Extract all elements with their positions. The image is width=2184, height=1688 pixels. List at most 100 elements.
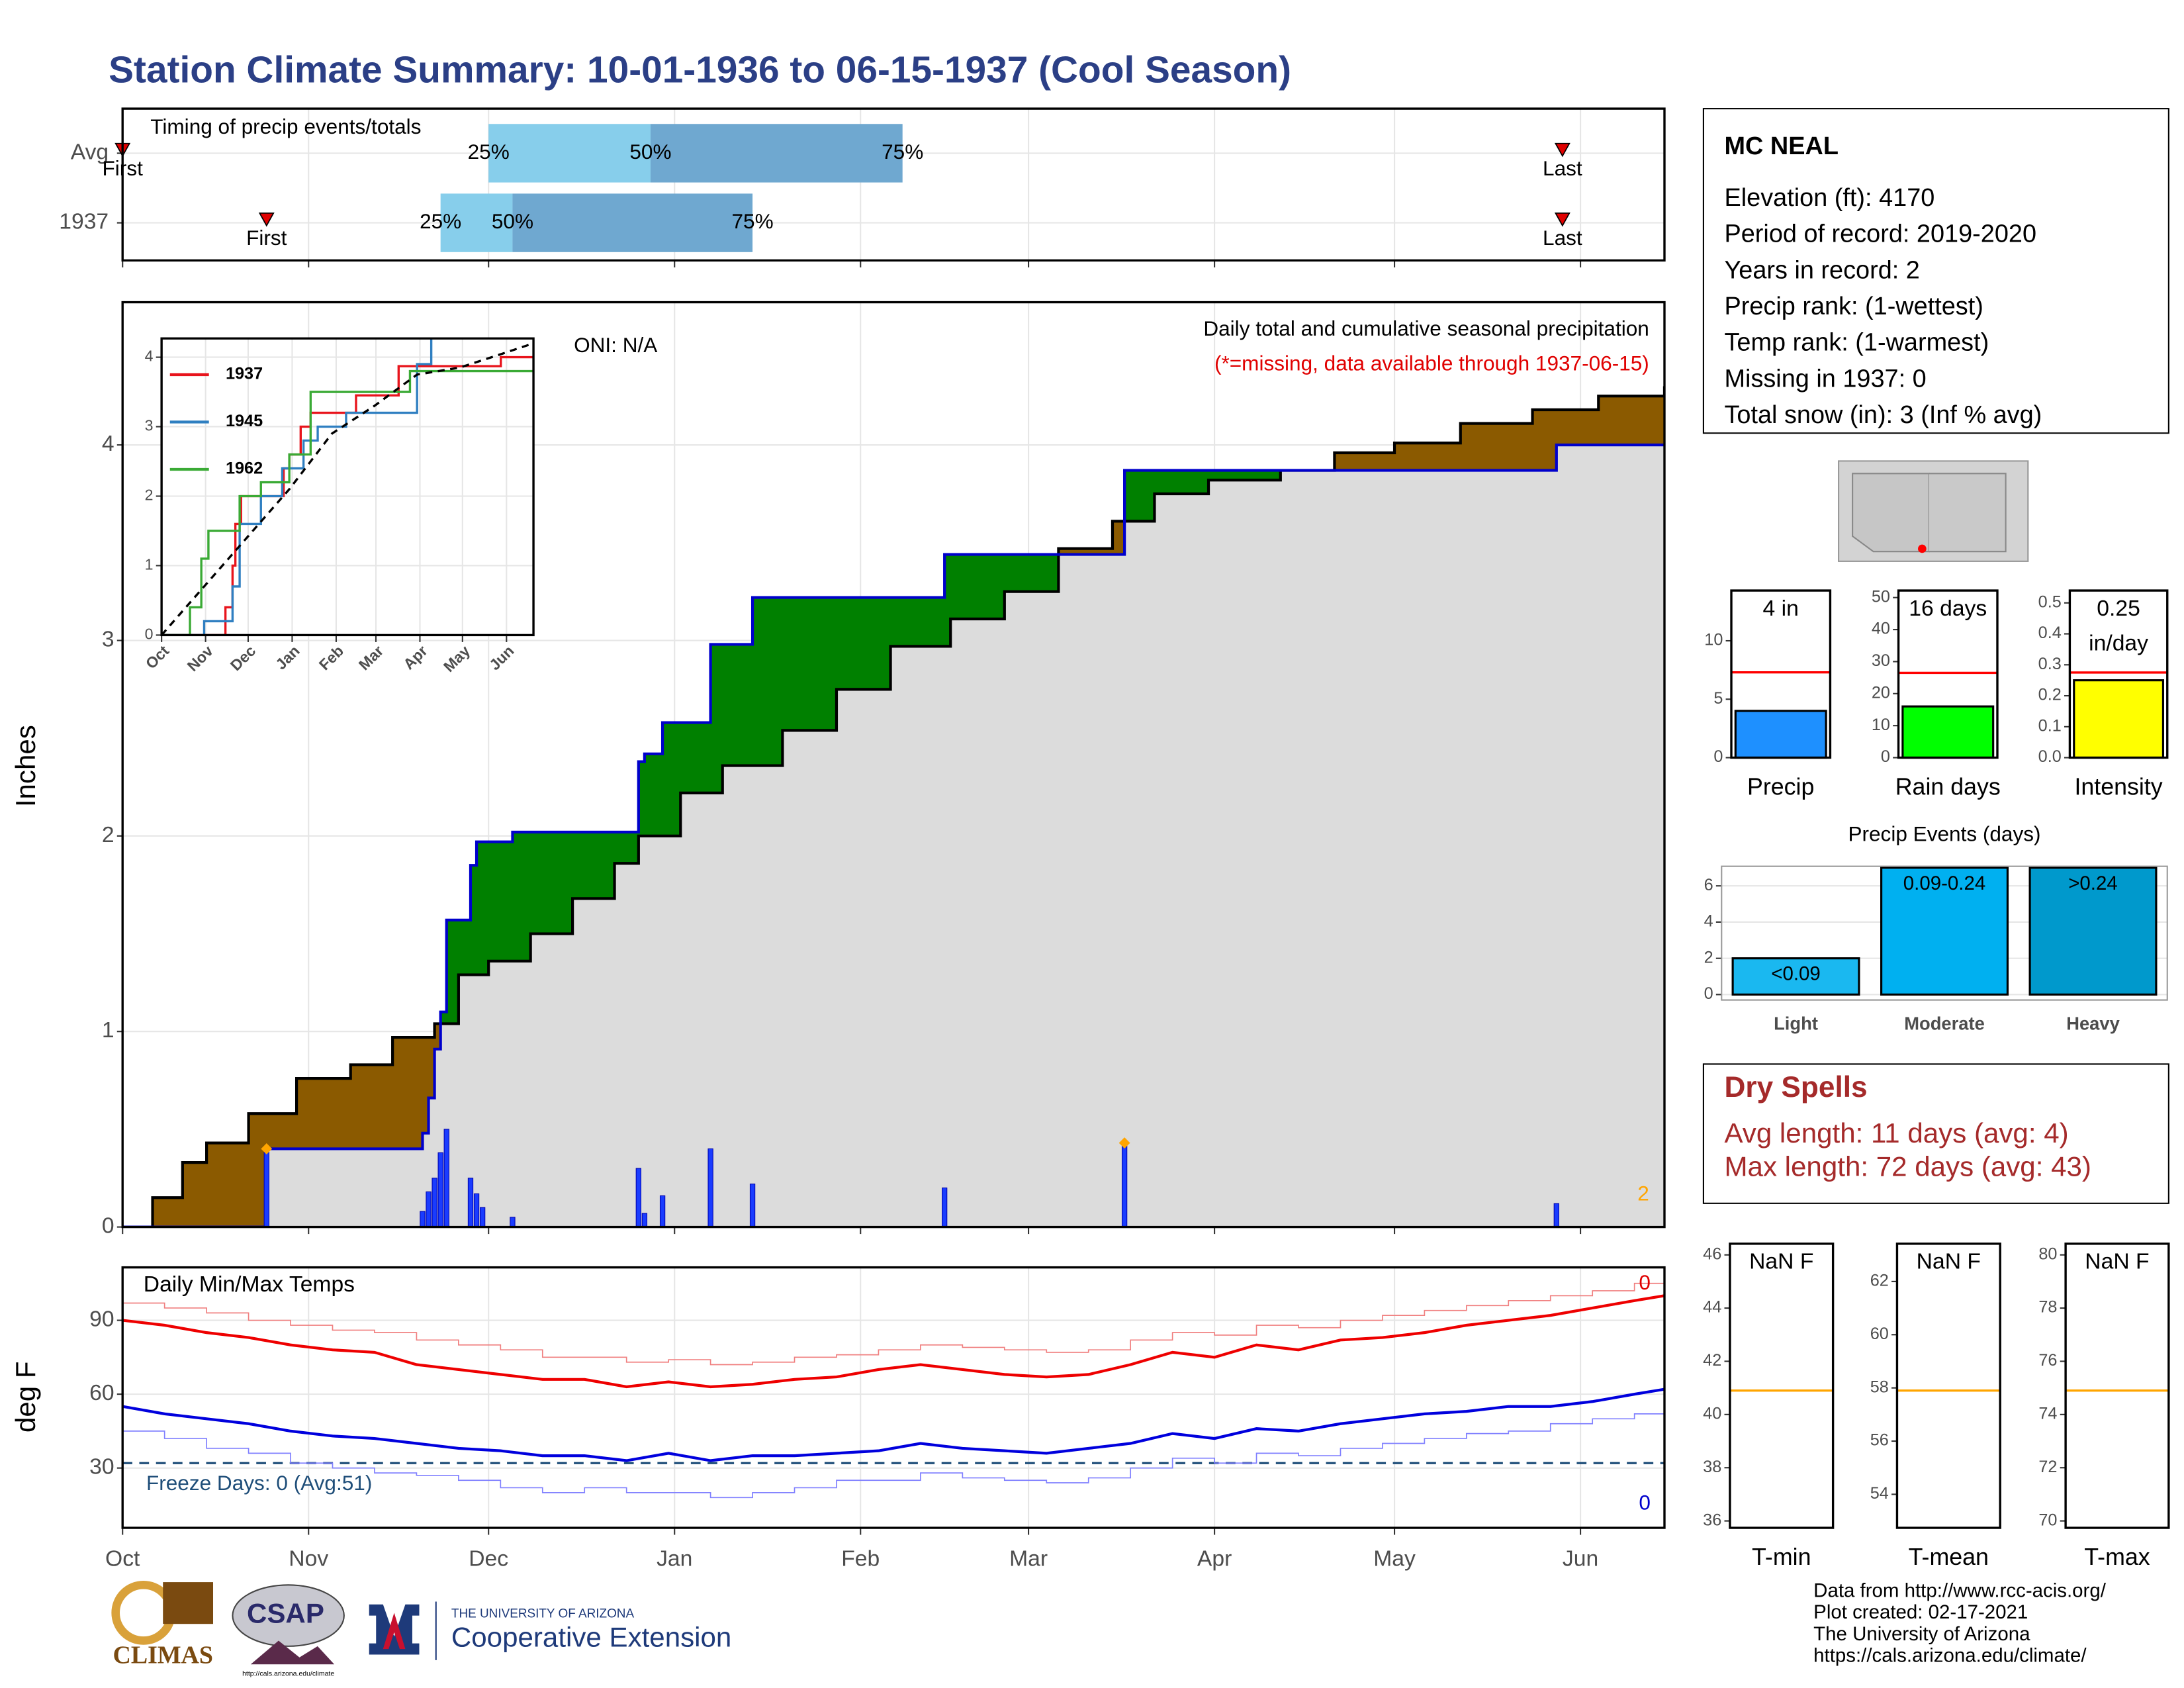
- ua-logo: [369, 1604, 420, 1655]
- y-tick-label: 80: [2038, 1244, 2057, 1263]
- value-label: NaN F: [1916, 1250, 1981, 1275]
- y-tick-label: 0: [102, 1213, 114, 1238]
- annotation: 0: [1639, 1270, 1651, 1294]
- x-tick-label: Nov: [289, 1546, 328, 1571]
- credit-line: The University of Arizona: [1813, 1623, 2030, 1645]
- y-tick-label: 54: [1870, 1484, 1889, 1503]
- csap-logo: [250, 1640, 335, 1665]
- climas-logo: [163, 1582, 214, 1624]
- value-label-box: 4 in: [1763, 598, 1799, 622]
- csap-logo: [232, 1584, 345, 1647]
- daily-bar: [437, 1152, 443, 1227]
- dry-spells-box: [1702, 1063, 2169, 1204]
- daily-bar: [263, 1148, 269, 1227]
- x-tick-label: May: [440, 642, 473, 675]
- y-tick-label: 3: [102, 627, 114, 651]
- y-tick-label: 0.4: [2038, 624, 2062, 642]
- y-tick-label: 2: [145, 487, 154, 504]
- csap-url: http://cals.arizona.edu/climate: [242, 1670, 334, 1678]
- category-label: 1937: [59, 210, 109, 234]
- daily-bar: [941, 1187, 948, 1227]
- category-label: Precip: [1747, 773, 1814, 800]
- quantile-label: 50%: [629, 140, 671, 164]
- x-tick-label: Oct: [105, 1546, 140, 1571]
- plot-bg: [2066, 1243, 2169, 1528]
- chart-title: Timing of precip events/totals: [150, 115, 421, 138]
- y-tick-label: 44: [1703, 1298, 1721, 1317]
- y-tick-label: 46: [1703, 1244, 1721, 1263]
- plot-bg: [1729, 1243, 1833, 1528]
- value-label-box: NaN F: [1916, 1250, 1981, 1275]
- credit-line: https://cals.arizona.edu/climate/: [1813, 1644, 2087, 1666]
- quantile-bar: [488, 124, 651, 183]
- value-label: 16 days: [1909, 597, 1987, 622]
- daily-bar: [467, 1178, 474, 1227]
- plot-frame: [2068, 589, 2169, 759]
- station-line: Elevation (ft): 4170: [1724, 184, 1934, 212]
- flag-marker: [1118, 1137, 1130, 1149]
- value-label: NaN F: [2085, 1250, 2150, 1275]
- y-tick-label: 56: [1870, 1431, 1889, 1450]
- annotation: (*=missing, data available through 1937-…: [1214, 352, 1649, 375]
- y-axis-label: deg F: [10, 1361, 41, 1432]
- y-tick-label: 0: [1704, 984, 1713, 1003]
- y-tick-label: 30: [1872, 651, 1890, 670]
- chart-title: Daily Min/Max Temps: [144, 1272, 355, 1297]
- legend-label: 1962: [226, 459, 263, 478]
- plot-bg: [1897, 1243, 2001, 1528]
- timing-marker-label: First: [246, 226, 287, 250]
- credit-line: Plot created: 02-17-2021: [1813, 1601, 2028, 1623]
- category-label: Light: [1774, 1013, 1818, 1034]
- csap-text: CSAP: [247, 1598, 324, 1629]
- y-tick-label: 10: [1872, 716, 1890, 734]
- timing-marker-label: Last: [1543, 226, 1582, 250]
- y-tick-label: 50: [1872, 587, 1890, 606]
- x-tick-label: Jun: [486, 642, 517, 673]
- x-tick-label: Dec: [227, 642, 259, 674]
- series-line: [161, 342, 534, 635]
- y-tick-label: 0: [145, 626, 154, 643]
- series-line: [122, 1294, 1664, 1389]
- series-line: [122, 1406, 1664, 1499]
- bar: [1880, 867, 2009, 996]
- x-tick-label: Mar: [1009, 1546, 1048, 1571]
- map-state: [1929, 473, 2007, 553]
- y-tick-label: 0.2: [2038, 686, 2062, 704]
- series-line: [122, 1387, 1664, 1462]
- y-tick-label: 0.3: [2038, 655, 2062, 673]
- timing-marker-label: Last: [1543, 156, 1582, 180]
- bar: [1901, 705, 1995, 759]
- daily-bar: [443, 1129, 449, 1227]
- plot-bg: [161, 338, 534, 635]
- station-name: MC NEAL: [1724, 132, 1838, 160]
- annotation: Freeze Days: 0 (Avg:51): [146, 1471, 372, 1495]
- daily-bar: [420, 1211, 426, 1227]
- category-label: T-mean: [1909, 1544, 1989, 1570]
- dry-spell-line: Avg length: 11 days (avg: 4): [1724, 1117, 2068, 1149]
- station-box: [1702, 108, 2169, 434]
- plot-frame: [121, 301, 1666, 1229]
- year-line: [122, 444, 1664, 1227]
- chart-title: Precip Events (days): [1848, 822, 2040, 846]
- daily-bar: [432, 1178, 437, 1227]
- y-tick-label: 4: [1704, 912, 1713, 931]
- quantile-label: 25%: [468, 140, 510, 164]
- quantile-bar: [650, 124, 903, 183]
- annotation: 0: [1639, 1491, 1651, 1515]
- category-label: Intensity: [2074, 773, 2162, 800]
- x-tick-label: May: [1373, 1546, 1416, 1571]
- map-state: [1852, 473, 1930, 553]
- y-tick-label: 76: [2038, 1351, 2057, 1370]
- average-line: [122, 386, 1664, 1227]
- daily-bar: [749, 1184, 756, 1227]
- x-tick-label: Jan: [657, 1546, 692, 1571]
- x-tick-label: Nov: [184, 642, 216, 675]
- y-tick-label: 0.1: [2038, 716, 2062, 735]
- station-line: Period of record: 2019-2020: [1724, 220, 2036, 248]
- y-tick-label: 1: [102, 1018, 114, 1043]
- y-tick-label: 90: [89, 1307, 114, 1331]
- plot-area: [122, 1281, 1664, 1499]
- daily-bar: [659, 1195, 666, 1227]
- bar: [2028, 867, 2158, 996]
